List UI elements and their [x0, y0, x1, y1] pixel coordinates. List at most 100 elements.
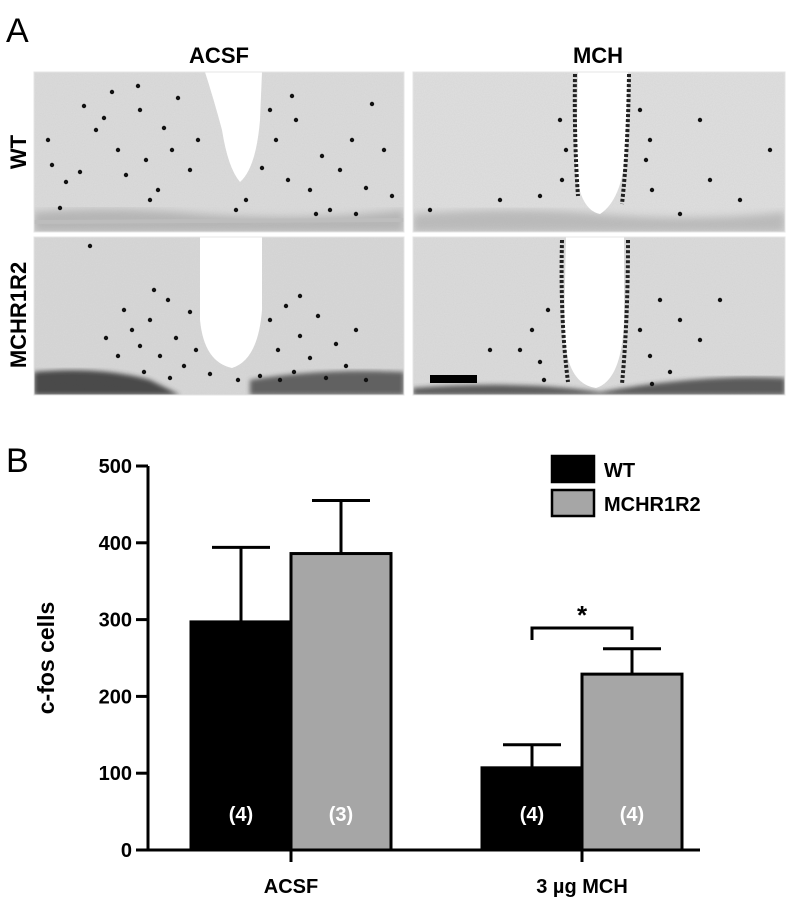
cell-dot	[697, 337, 703, 343]
cell-dot	[175, 95, 181, 101]
sample-size-label: (4)	[520, 804, 544, 826]
cell-dot	[87, 243, 93, 249]
bar-wt-0	[189, 620, 293, 852]
cell-dot	[81, 103, 87, 109]
cell-dot	[115, 353, 121, 359]
sample-size-label: (3)	[329, 804, 353, 826]
cell-dot	[161, 125, 167, 131]
cell-dot	[143, 157, 149, 163]
cell-dot	[545, 307, 551, 313]
cell-dot	[147, 197, 153, 203]
cell-dot	[109, 89, 115, 95]
micrograph-mchr1r2-mch	[413, 237, 785, 395]
cell-dot	[657, 297, 663, 303]
cell-dot	[101, 115, 107, 121]
cell-dot	[353, 327, 359, 333]
cell-dot	[103, 335, 109, 341]
cell-dot	[207, 371, 213, 377]
cell-dot	[267, 107, 273, 113]
x-tick-label: 3 µg MCH	[536, 876, 628, 898]
cell-dot	[57, 205, 63, 211]
cell-dot	[277, 377, 283, 383]
cell-dot	[517, 347, 523, 353]
cell-dot	[49, 162, 55, 168]
cell-dot	[557, 117, 563, 123]
bar-mchr1r2-0	[289, 552, 393, 852]
cell-dot	[151, 287, 157, 293]
y-tick-label: 100	[99, 763, 132, 785]
micrograph-mchr1r2-mch-frame	[412, 236, 786, 396]
column-header-mch: MCH	[573, 43, 623, 68]
y-tick-label: 500	[99, 456, 132, 478]
cell-dot	[267, 317, 273, 323]
panel-a-letter: A	[6, 12, 29, 50]
y-tick-label: 300	[99, 610, 132, 632]
cell-dot	[307, 187, 313, 193]
cell-dot	[529, 327, 535, 333]
cell-dot	[337, 167, 343, 173]
cell-dot	[353, 211, 359, 217]
cell-dot	[767, 147, 773, 153]
cell-dot	[187, 309, 193, 315]
row-header-wt: WT	[6, 134, 31, 169]
cell-dot	[349, 137, 355, 143]
cell-dot	[319, 153, 325, 159]
cell-dot	[369, 101, 375, 107]
cell-dot	[737, 197, 743, 203]
cell-dot	[537, 193, 543, 199]
cell-dot	[563, 147, 569, 153]
cell-dot	[137, 343, 143, 349]
cell-dot	[187, 167, 193, 173]
bar-mchr1r2-1	[580, 672, 684, 852]
legend-swatch-wt	[550, 454, 596, 484]
cell-dot	[173, 335, 179, 341]
cell-dot	[647, 353, 653, 359]
cell-dots	[87, 243, 369, 383]
legend-label-wt: WT	[604, 460, 635, 482]
cell-dot	[285, 177, 291, 183]
y-tick-label: 0	[121, 840, 132, 862]
significance-bracket	[530, 626, 634, 640]
cell-dot	[315, 313, 321, 319]
cell-dots	[45, 83, 395, 217]
cell-dot	[537, 359, 543, 365]
cell-dot	[667, 369, 673, 375]
cell-dot	[649, 381, 655, 387]
cell-dot	[141, 369, 147, 375]
cell-dot	[677, 317, 683, 323]
y-tick-label: 400	[99, 533, 132, 555]
scale-bar	[430, 375, 477, 383]
y-tick-label: 200	[99, 686, 132, 708]
cell-dot	[697, 117, 703, 123]
cell-dot	[273, 137, 279, 143]
significance-star: *	[577, 600, 588, 630]
y-axis-label: c-fos cells	[33, 602, 59, 715]
micrograph-wt-mch-frame	[412, 71, 786, 233]
cell-dot	[497, 197, 503, 203]
cell-dot	[167, 375, 173, 381]
sample-size-label: (4)	[229, 804, 253, 826]
cell-dot	[259, 165, 265, 171]
cell-dot	[717, 297, 723, 303]
cell-dot	[343, 363, 349, 369]
cell-dot	[363, 185, 369, 191]
cell-dot	[297, 293, 303, 299]
cell-dot	[647, 137, 653, 143]
bar-wt-1	[480, 766, 584, 852]
cell-dot	[181, 363, 187, 369]
micrograph-mchr1r2-acsf	[34, 237, 404, 395]
micrograph-wt-acsf	[34, 72, 404, 232]
cell-dot	[487, 347, 493, 353]
cell-dot	[677, 211, 683, 217]
legend-swatch-mchr1r2	[550, 488, 596, 518]
legend-label-mchr1r2: MCHR1R2	[604, 494, 701, 516]
sample-size-label: (4)	[620, 804, 644, 826]
cell-dot	[327, 207, 333, 213]
cell-dot	[293, 117, 299, 123]
cell-dot	[313, 211, 319, 217]
cell-dot	[363, 377, 369, 383]
cell-dot	[123, 172, 129, 178]
cell-dot	[297, 333, 303, 339]
cell-dot	[307, 355, 313, 361]
